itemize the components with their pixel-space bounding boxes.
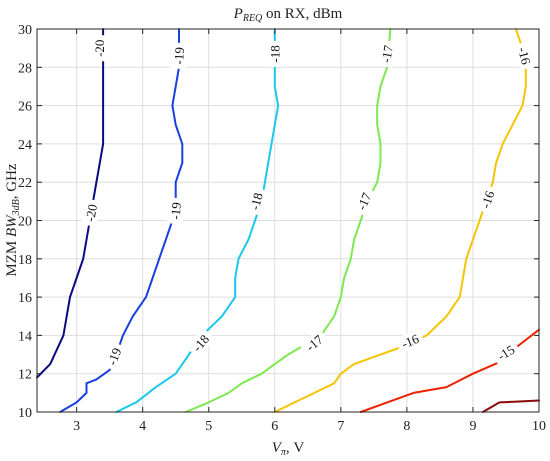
x-axis-label: Vπ, V: [272, 440, 305, 458]
contour-label: -19: [168, 202, 184, 221]
contour-label: -20: [92, 40, 107, 57]
contour-line: [273, 28, 527, 413]
x-tick-label: 7: [337, 419, 344, 434]
grid-layer: [37, 28, 540, 413]
x-tick-label: 4: [139, 419, 146, 434]
contour-line: [481, 399, 540, 413]
contour-label-gap: [91, 35, 108, 62]
contour-label-gap: [102, 341, 127, 372]
contour-label-gap: [351, 186, 377, 217]
y-tick-label: 14: [18, 329, 32, 344]
y-axis-label: MZM BW3dB, GHz: [4, 163, 22, 277]
x-tick-label: 8: [403, 419, 410, 434]
contour-label: -16: [515, 45, 534, 66]
x-tick-label: 9: [469, 419, 476, 434]
y-tick-label: 22: [18, 176, 32, 191]
y-tick-label: 12: [18, 368, 32, 383]
contour-label: -16: [399, 331, 421, 352]
contour-label-gap: [170, 42, 188, 70]
contour-label-gap: [513, 41, 536, 71]
contour-label: -17: [354, 190, 375, 212]
contour-label-gap: [266, 40, 283, 67]
contour-label-gap: [245, 186, 268, 216]
contour-label-gap: [81, 198, 102, 228]
contour-label: -19: [171, 47, 187, 65]
contour-label-gap: [395, 328, 426, 354]
contour-label: -16: [478, 188, 498, 210]
x-tick-label: 3: [73, 419, 80, 434]
x-tick-label: 6: [271, 419, 278, 434]
y-tick-label: 18: [18, 253, 32, 268]
contour-label-gap: [376, 39, 398, 69]
y-tick-label: 10: [18, 406, 32, 421]
y-tick-label: 26: [18, 100, 32, 115]
contour-label: -18: [267, 45, 282, 62]
contour-label-layer: -20-20-19-19-19-18-18-18-17-17-17-16-16-…: [81, 35, 536, 372]
y-tick-label: 20: [18, 215, 32, 230]
contour-label-gap: [186, 327, 216, 359]
chart-title: PREQ on RX, dBm: [233, 6, 343, 24]
contour-label: -17: [378, 44, 396, 64]
contour-label: -20: [82, 203, 100, 223]
contour-label-gap: [299, 328, 330, 358]
contour-label-gap: [490, 338, 522, 367]
y-tick-label: 24: [18, 138, 32, 153]
contour-line: [59, 28, 184, 413]
contour-label: -18: [247, 191, 266, 212]
contour-label-gap: [475, 184, 500, 215]
x-tick-label: 10: [532, 419, 546, 434]
x-tick-label: 5: [205, 419, 212, 434]
y-tick-label: 16: [18, 291, 32, 306]
contour-line: [115, 28, 280, 413]
y-tick-label: 30: [18, 23, 32, 38]
contour-line: [184, 28, 392, 413]
y-tick-label: 28: [18, 61, 32, 76]
tick-layer: 3 4 5 6 7 8 9 10 10 12 14 16 18 20 22 24 26 28 30: [18, 23, 546, 434]
contour-label: -19: [104, 346, 124, 368]
contour-label-gap: [166, 197, 185, 225]
